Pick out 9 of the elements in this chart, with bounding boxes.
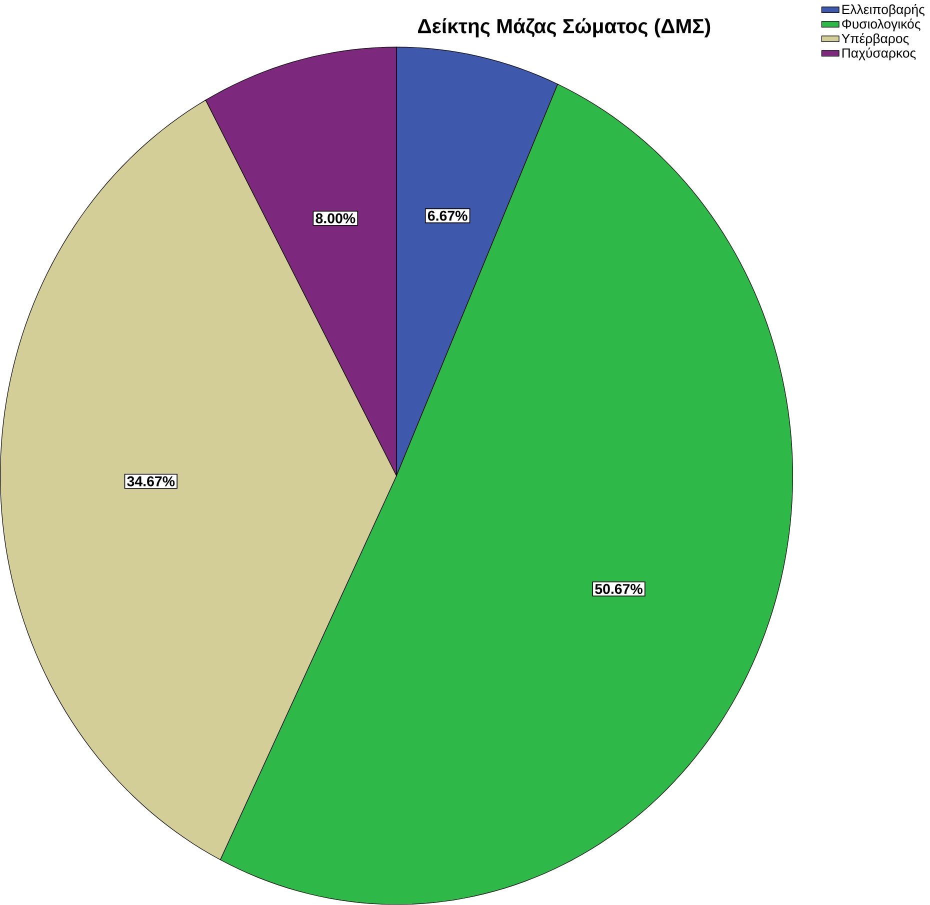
data-label: 8.00% (316, 213, 356, 224)
data-label: 50.67% (595, 584, 642, 594)
legend-label: Φυσιολογικός (842, 18, 920, 32)
legend-label: Παχύσαρκος (842, 48, 916, 60)
data-label: 34.67% (127, 476, 175, 486)
data-label: 6.67% (428, 210, 468, 221)
text: Δείκτης Μάζας Σώματος (ΔΜΣ) (418, 18, 710, 38)
legend-label: Υπέρβαρος (842, 33, 909, 46)
legend-label: Ελλειποβαρής (842, 4, 925, 17)
